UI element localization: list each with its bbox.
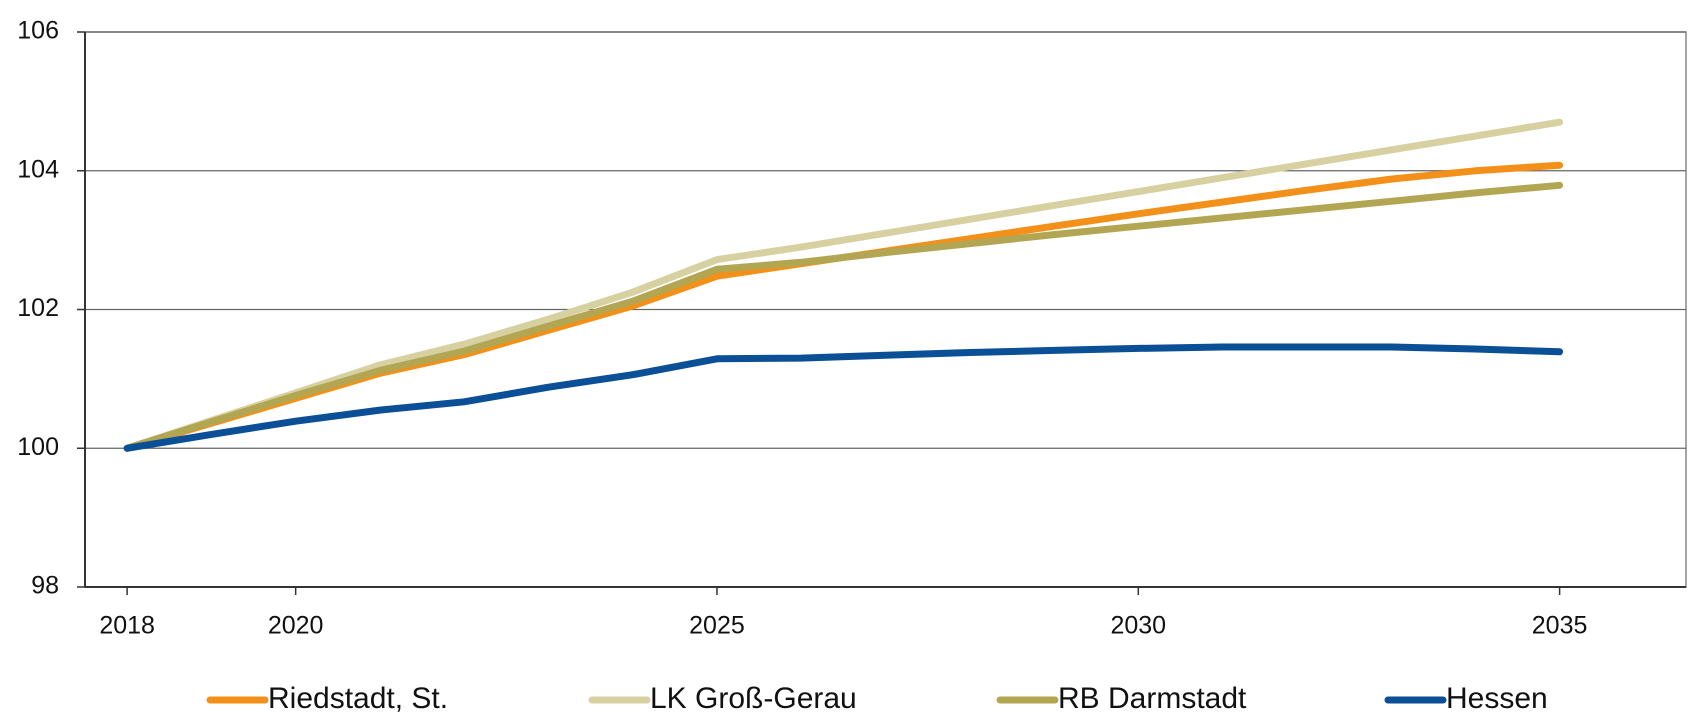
legend-label: LK Groß-Gerau bbox=[650, 682, 857, 715]
series-line bbox=[123, 343, 1564, 452]
x-tick-label: 2020 bbox=[268, 612, 324, 640]
y-tick-label: 106 bbox=[17, 17, 59, 45]
x-tick-label: 2035 bbox=[1532, 612, 1588, 640]
series-line bbox=[123, 118, 1564, 452]
y-tick-label: 102 bbox=[17, 294, 59, 322]
x-tick-label: 2030 bbox=[1110, 612, 1166, 640]
series-line bbox=[123, 181, 1564, 452]
y-tick-label: 104 bbox=[17, 155, 59, 183]
x-tick-label: 2025 bbox=[689, 612, 745, 640]
x-tick-label: 2018 bbox=[99, 612, 155, 640]
legend-label: Hessen bbox=[1446, 682, 1548, 715]
legend-label: RB Darmstadt bbox=[1058, 682, 1247, 715]
legend-label: Riedstadt, St. bbox=[268, 682, 448, 715]
y-tick-label: 100 bbox=[17, 433, 59, 461]
y-tick-label: 98 bbox=[31, 572, 59, 600]
